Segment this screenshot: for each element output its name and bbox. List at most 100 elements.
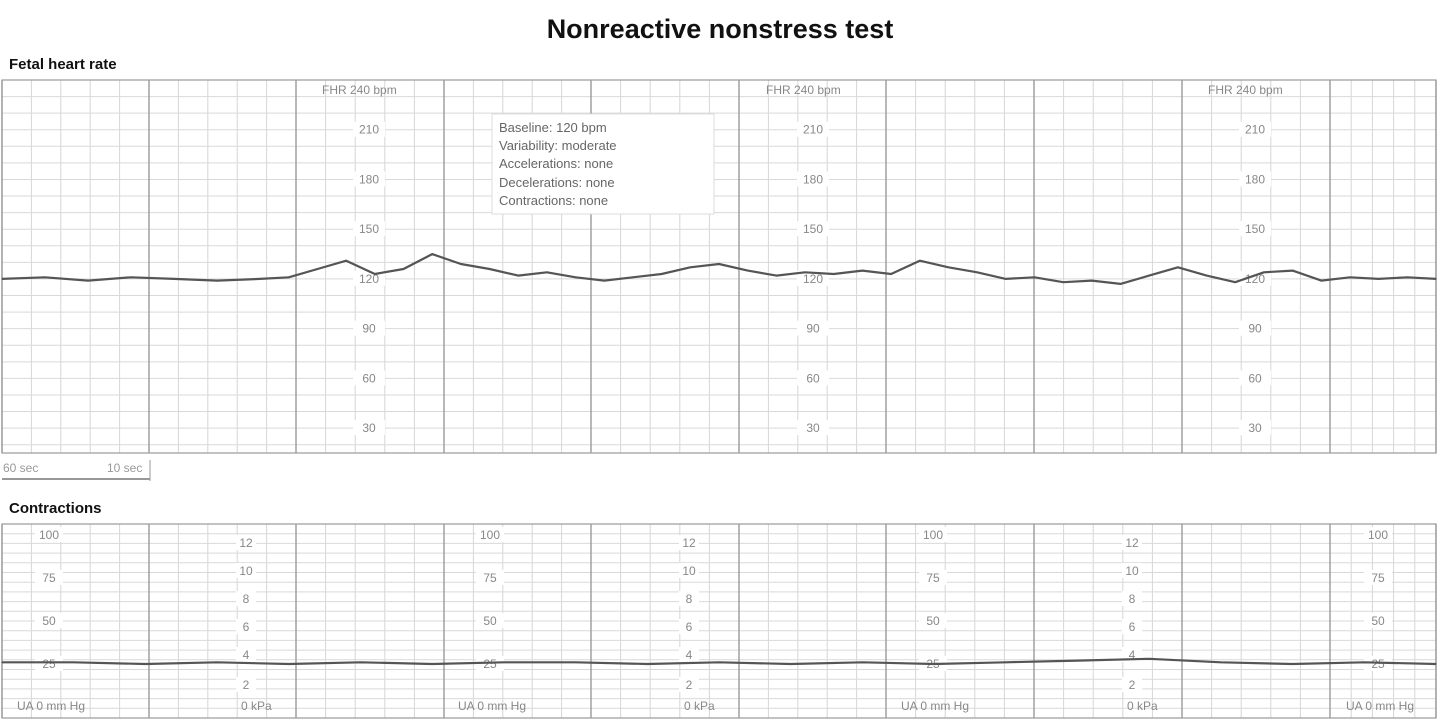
contraction-trace-point (144, 663, 146, 665)
ua-tick-label: 100 (480, 528, 500, 542)
ua-unit-label: UA 0 mm Hg (1346, 699, 1414, 713)
ua-tick-label: 100 (923, 528, 943, 542)
tick-label-bg (679, 619, 699, 634)
fhr-trace-point (1206, 275, 1208, 277)
tick-label-bg (353, 320, 385, 336)
tick-label-bg (35, 613, 63, 628)
fhr-trace-point (976, 271, 978, 273)
kpa-tick-label: 12 (682, 536, 696, 550)
fhr-series (1, 253, 1437, 285)
fhr-trace-point (431, 253, 433, 255)
kpa-tick-label: 10 (682, 564, 696, 578)
kpa-tick-label: 8 (243, 592, 250, 606)
tick-label-bg (1364, 613, 1392, 628)
contractions-panel-label: Contractions (9, 500, 102, 517)
fhr-y-tick-label: 120 (359, 272, 379, 286)
tick-label-bg (797, 270, 829, 286)
fhr-trace-point (575, 276, 577, 278)
fhr-trace-point (216, 280, 218, 282)
kpa-tick-label: 4 (243, 648, 250, 662)
fhr-trace-point (1234, 281, 1236, 283)
kpa-tick-label: 10 (239, 564, 253, 578)
tick-label-bg (1122, 535, 1142, 550)
fhr-y-tick-label: 60 (806, 371, 820, 385)
tick-label-bg (476, 613, 504, 628)
tick-label-bg (353, 171, 385, 187)
ua-tick-label: 75 (926, 571, 940, 585)
tick-label-bg (797, 121, 829, 137)
contraction-trace-point (861, 661, 864, 663)
fhr-y-tick-label: 210 (359, 123, 379, 137)
fhr-header-label: FHR 240 bpm (766, 83, 841, 97)
kpa-tick-label: 4 (686, 648, 693, 662)
kpa-tick-label: 4 (1129, 648, 1136, 662)
contraction-trace-point (1005, 661, 1007, 663)
fhr-trace-point (1292, 270, 1294, 272)
fhr-header-label: FHR 240 bpm (1208, 83, 1283, 97)
fhr-trace-point (259, 278, 261, 280)
fhr-grid (1, 79, 1437, 454)
annotation-line: Contractions: none (499, 193, 608, 208)
annotation-line: Variability: moderate (499, 138, 617, 153)
ua-tick-label: 50 (926, 614, 940, 628)
fhr-y-tick-label: 150 (803, 222, 823, 236)
contraction-trace-point (1292, 663, 1294, 665)
contraction-trace-point (1076, 660, 1079, 662)
grid-frame (1, 523, 1437, 719)
fhr-trace-point (87, 280, 89, 282)
ua-unit-label: UA 0 mm Hg (458, 699, 526, 713)
ua-tick-label: 25 (1371, 657, 1385, 671)
fhr-trace-point (44, 276, 46, 278)
kpa-tick-label: 6 (1129, 620, 1136, 634)
fhr-trace-point (890, 273, 892, 275)
tick-label-bg (236, 619, 256, 634)
ua-tick-label: 100 (39, 528, 59, 542)
kpa-unit-label: 0 kPa (1127, 699, 1158, 713)
tick-label-bg (797, 320, 829, 336)
ua-tick-label: 75 (1371, 571, 1385, 585)
ua-tick-label: 25 (483, 657, 497, 671)
fhr-trace-point (1263, 271, 1265, 273)
fhr-trace-point (1062, 281, 1064, 283)
contraction-trace-point (503, 661, 505, 663)
ua-tick-label: 75 (483, 571, 497, 585)
tick-label-bg (1364, 527, 1392, 542)
scale-bar-label-60sec: 60 sec (3, 461, 38, 475)
fhr-y-tick-label: 180 (803, 172, 823, 186)
fhr-trace-point (1, 278, 3, 280)
kpa-unit-label: 0 kPa (684, 699, 715, 713)
fhr-y-tick-label: 210 (803, 123, 823, 137)
contraction-trace-point (359, 661, 362, 663)
scale-bar-label-10sec: 10 sec (107, 461, 142, 475)
fhr-trace-point (1033, 276, 1036, 278)
tick-label-bg (797, 221, 829, 237)
fhr-trace-point (689, 266, 691, 268)
kpa-tick-label: 12 (1125, 536, 1139, 550)
ua-unit-label: UA 0 mm Hg (17, 699, 85, 713)
tick-label-bg (1122, 591, 1142, 606)
fhr-y-tick-label: 180 (359, 172, 379, 186)
fhr-y-tick-label: 30 (362, 421, 376, 435)
tick-label-bg (236, 677, 256, 692)
tick-label-bg (679, 647, 699, 662)
ua-tick-label: 75 (42, 571, 56, 585)
contractions-series (1, 657, 1437, 666)
tick-label-bg (1364, 570, 1392, 585)
contraction-trace-point (1363, 661, 1365, 663)
tick-label-bg (919, 527, 947, 542)
tick-label-bg (236, 591, 256, 606)
contraction-trace-point (790, 663, 792, 665)
contraction-trace-point (1, 661, 3, 663)
tick-label-bg (353, 221, 385, 237)
fhr-y-tick-label: 30 (806, 421, 820, 435)
fhr-trace-point (316, 268, 319, 270)
tick-label-bg (236, 535, 256, 550)
kpa-tick-label: 6 (243, 620, 250, 634)
fhr-trace-point (173, 278, 175, 280)
fhr-trace-point (1349, 276, 1351, 278)
tick-label-bg (476, 527, 504, 542)
contraction-trace-point (216, 661, 218, 663)
fhr-trace-point (861, 270, 864, 272)
tick-label-bg (236, 563, 256, 578)
tick-label-bg (797, 171, 829, 187)
